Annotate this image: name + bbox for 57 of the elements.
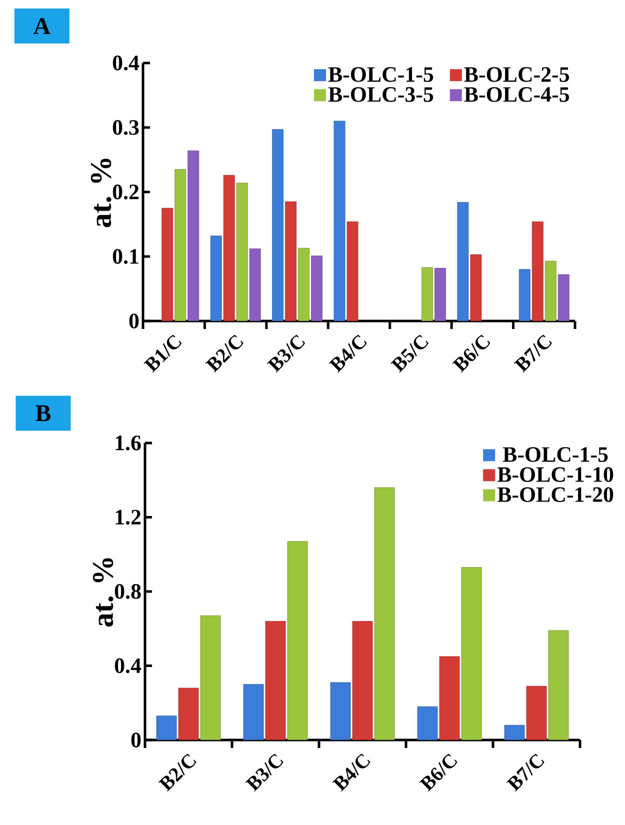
- bar: [178, 688, 199, 740]
- bar: [439, 656, 460, 740]
- bar: [200, 615, 221, 740]
- legend-label: B-OLC-3-5: [328, 87, 434, 102]
- bar: [287, 541, 308, 740]
- bar: [156, 716, 177, 740]
- bar: [417, 706, 438, 740]
- bar: [265, 621, 286, 740]
- legend-label: B-OLC-1-5: [502, 447, 608, 462]
- y-tick-label: 0: [131, 732, 141, 748]
- bar: [223, 175, 235, 321]
- bar: [210, 236, 222, 321]
- bar: [558, 274, 570, 321]
- y-tick-label: 1.6: [116, 436, 141, 450]
- chart-title: A: [34, 18, 50, 34]
- bar: [461, 567, 482, 740]
- chart-title: B: [36, 405, 51, 422]
- bar: [422, 267, 433, 321]
- bar: [285, 201, 296, 321]
- bar: [352, 621, 373, 740]
- y-tick-label: 0.4: [112, 56, 140, 70]
- legend-label: B-OLC-1-20: [497, 487, 614, 502]
- y-axis-title: at. %: [92, 558, 114, 627]
- bar: [504, 724, 525, 740]
- y-tick-label: 0.4: [114, 658, 142, 674]
- bar: [374, 487, 395, 740]
- bar: [334, 120, 346, 321]
- bar: [188, 150, 200, 321]
- bar: [544, 260, 556, 321]
- bar: [243, 684, 264, 740]
- legend-label: B-OLC-1-5: [328, 67, 434, 82]
- bar: [298, 248, 310, 321]
- bar: [518, 269, 530, 321]
- bar: [470, 254, 482, 321]
- bar: [330, 682, 351, 740]
- bar: [236, 182, 248, 321]
- bar: [174, 169, 186, 321]
- legend-label: B-OLC-1-10: [497, 467, 614, 482]
- legend-label: B-OLC-4-5: [464, 87, 570, 102]
- bar: [311, 256, 322, 321]
- bar: [346, 221, 358, 321]
- bar: [272, 129, 284, 321]
- bar: [457, 202, 469, 321]
- y-tick-label: 0.1: [112, 249, 138, 264]
- legend-label: B-OLC-2-5: [464, 67, 570, 82]
- y-tick-label: 0: [129, 314, 139, 328]
- bar: [434, 268, 446, 321]
- bar: [162, 208, 174, 321]
- y-tick-label: 1.2: [116, 510, 141, 525]
- bar: [532, 221, 544, 321]
- y-axis-title: at. %: [90, 158, 112, 228]
- y-tick-label: 0.2: [112, 184, 139, 200]
- bar: [249, 248, 261, 321]
- bar: [548, 630, 569, 740]
- bar: [526, 686, 547, 740]
- y-tick-label: 0.8: [114, 584, 141, 599]
- y-tick-label: 0.3: [112, 120, 139, 135]
